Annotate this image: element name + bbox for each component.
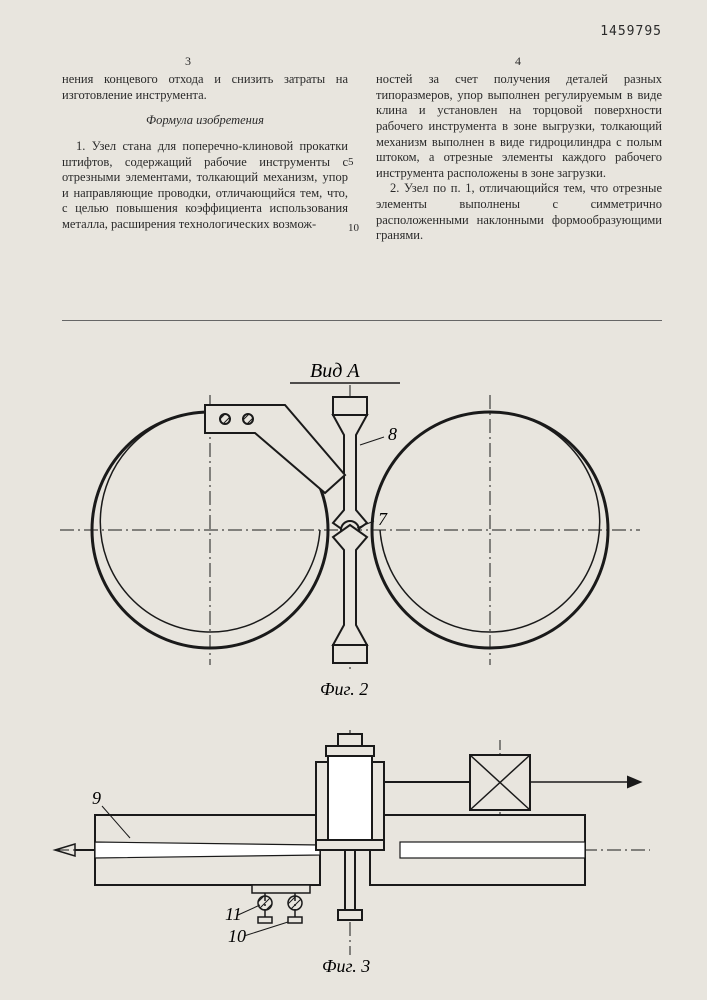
feed-bracket bbox=[205, 405, 345, 493]
view-a-label: Вид А bbox=[310, 360, 360, 382]
left-tool-block bbox=[55, 815, 320, 885]
claim-1-cont: ностей за счет получения деталей разных … bbox=[376, 72, 662, 181]
intro-fragment: нения концевого отхода и снизить затраты… bbox=[62, 72, 348, 103]
mounting-bolts bbox=[252, 885, 310, 923]
right-tool-block bbox=[370, 815, 585, 885]
claim-2: 2. Узел по п. 1, отличающийся тем, что о… bbox=[376, 181, 662, 244]
text-columns: нения концевого отхода и снизить затраты… bbox=[62, 72, 662, 244]
carriage-assembly bbox=[316, 734, 384, 920]
separator-rule bbox=[62, 320, 662, 321]
figure-3-label: Фиг. 3 bbox=[322, 956, 370, 976]
figure-3: 9 11 10 Фиг. 3 bbox=[0, 720, 707, 1000]
column-number-right: 4 bbox=[515, 54, 521, 69]
formula-heading: Формула изобретения bbox=[62, 113, 348, 129]
figure-2: Вид А 8 7 bbox=[0, 335, 707, 705]
column-number-left: 3 bbox=[185, 54, 191, 69]
right-column: ностей за счет получения деталей разных … bbox=[376, 72, 662, 244]
figure-2-label: Фиг. 2 bbox=[320, 679, 368, 699]
document-number: 1459795 bbox=[600, 24, 662, 39]
figures-area: Вид А 8 7 bbox=[0, 320, 707, 980]
claim-1-start: 1. Узел стана для поперечно-клиновой про… bbox=[62, 139, 348, 233]
callout-10: 10 bbox=[228, 926, 246, 946]
left-column: нения концевого отхода и снизить затраты… bbox=[62, 72, 348, 244]
callout-8: 8 bbox=[388, 424, 397, 444]
callout-7: 7 bbox=[378, 509, 388, 529]
hydraulic-cylinder bbox=[470, 755, 640, 810]
callout-9: 9 bbox=[92, 788, 101, 808]
